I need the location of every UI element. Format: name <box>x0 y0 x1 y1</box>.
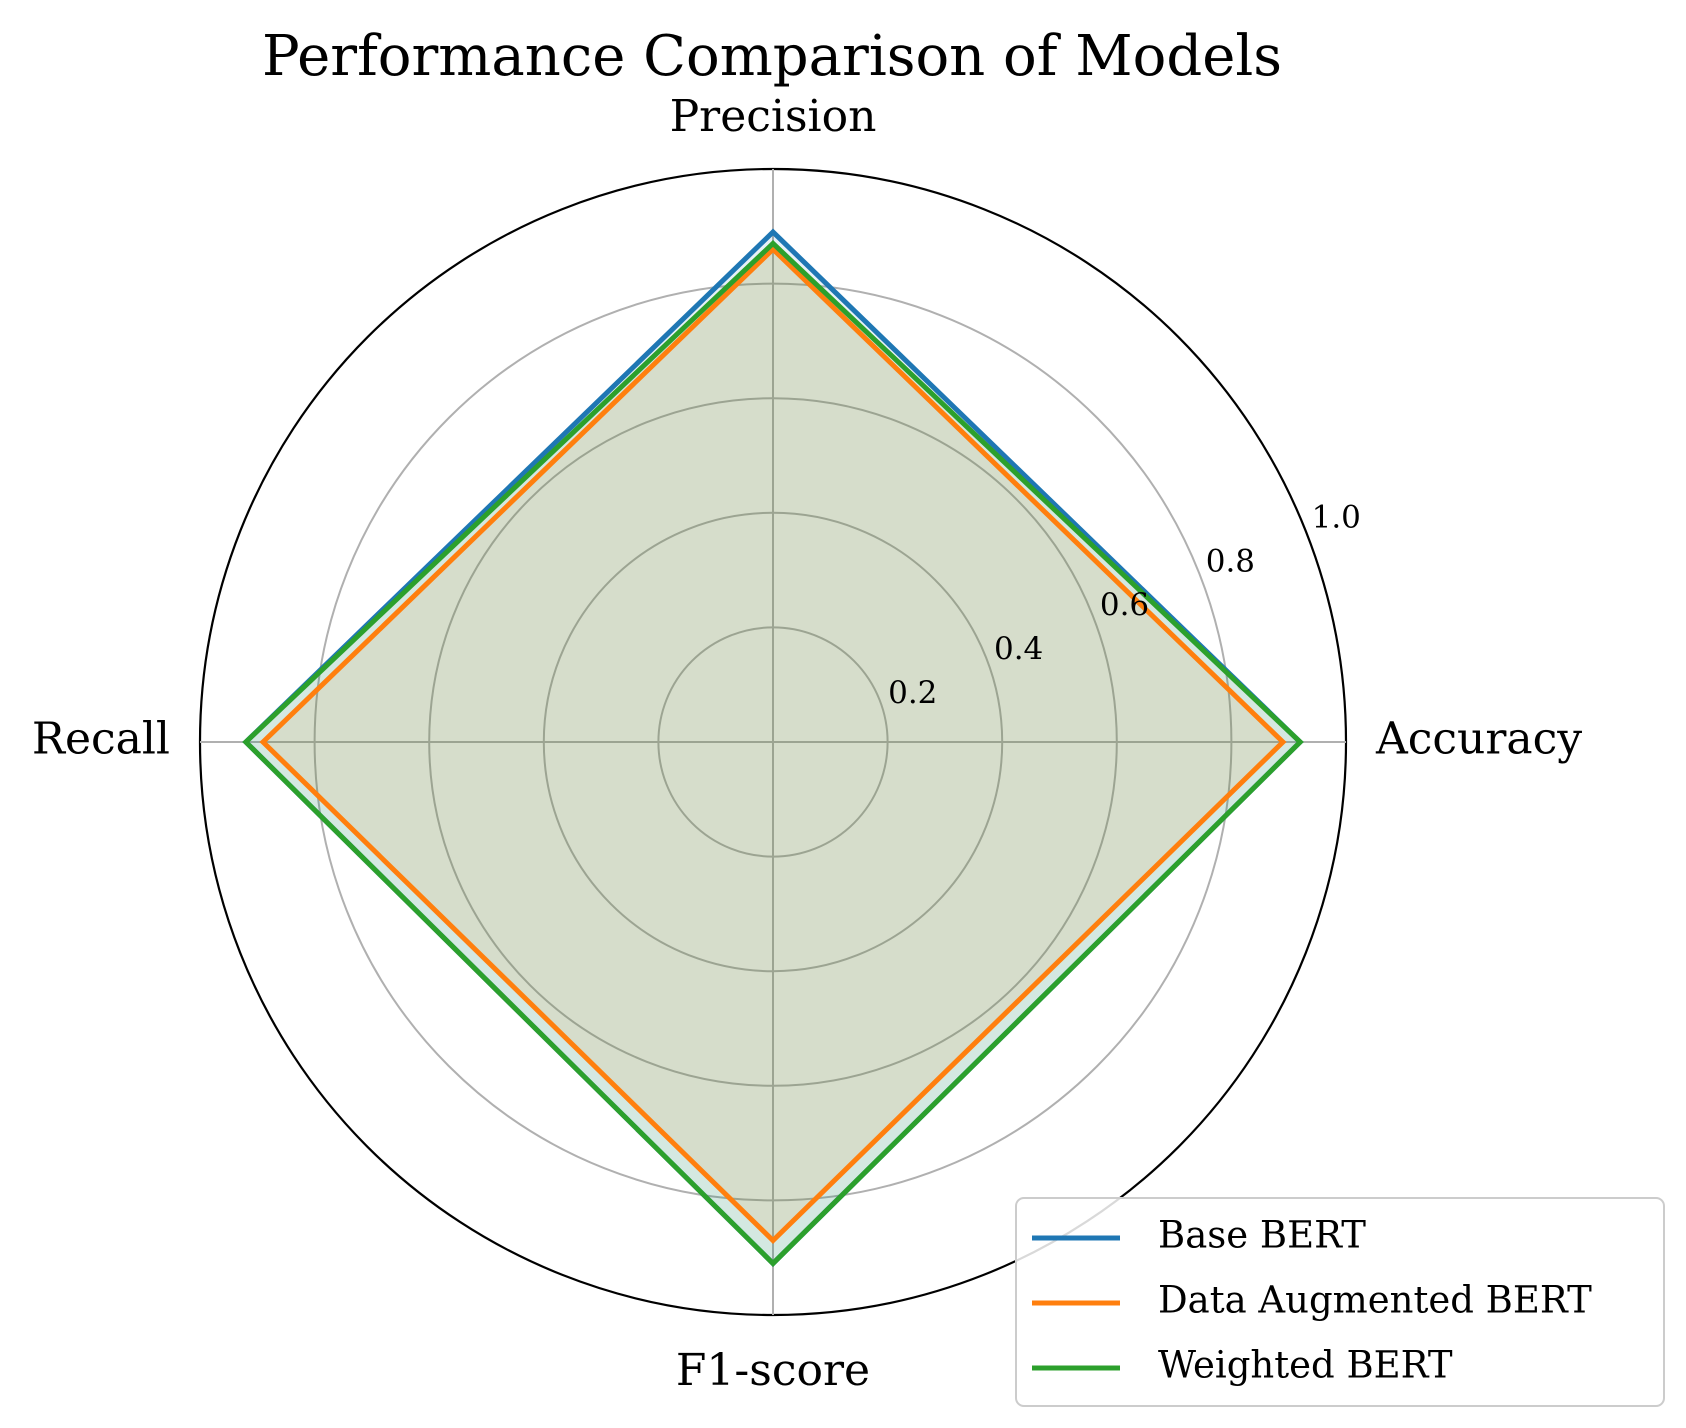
tick-label: 0.6 <box>1100 587 1149 623</box>
legend-entry: Weighted BERT <box>1158 1344 1453 1387</box>
tick-label: 0.8 <box>1206 543 1255 579</box>
series-fill <box>245 243 1301 1264</box>
legend-box <box>1015 1197 1665 1407</box>
axis-label: Precision <box>670 91 877 142</box>
legend-entry: Data Augmented BERT <box>1158 1279 1592 1322</box>
series-lines <box>242 228 1304 1267</box>
tick-label: 0.2 <box>888 675 937 711</box>
legend-entry: Base BERT <box>1158 1214 1366 1257</box>
series-line <box>242 240 1304 1267</box>
radial-tick-labels: 0.2 0.4 0.6 0.8 1.0 <box>888 499 1361 710</box>
axis-labels: Accuracy Precision Recall F1-score <box>32 91 1582 1396</box>
chart-title: Performance Comparison of Models <box>262 24 1282 89</box>
tick-label: 0.4 <box>994 631 1043 667</box>
radar-grid <box>198 167 1348 1317</box>
series-line <box>259 245 1287 1245</box>
series-fills <box>245 232 1301 1264</box>
axis-label: F1-score <box>676 1345 870 1396</box>
legend: Base BERT Data Augmented BERT Weighted BER… <box>1015 1197 1665 1407</box>
tick-label: 1.0 <box>1312 499 1361 535</box>
axis-label: Recall <box>32 714 170 765</box>
axis-label: Accuracy <box>1375 714 1582 765</box>
